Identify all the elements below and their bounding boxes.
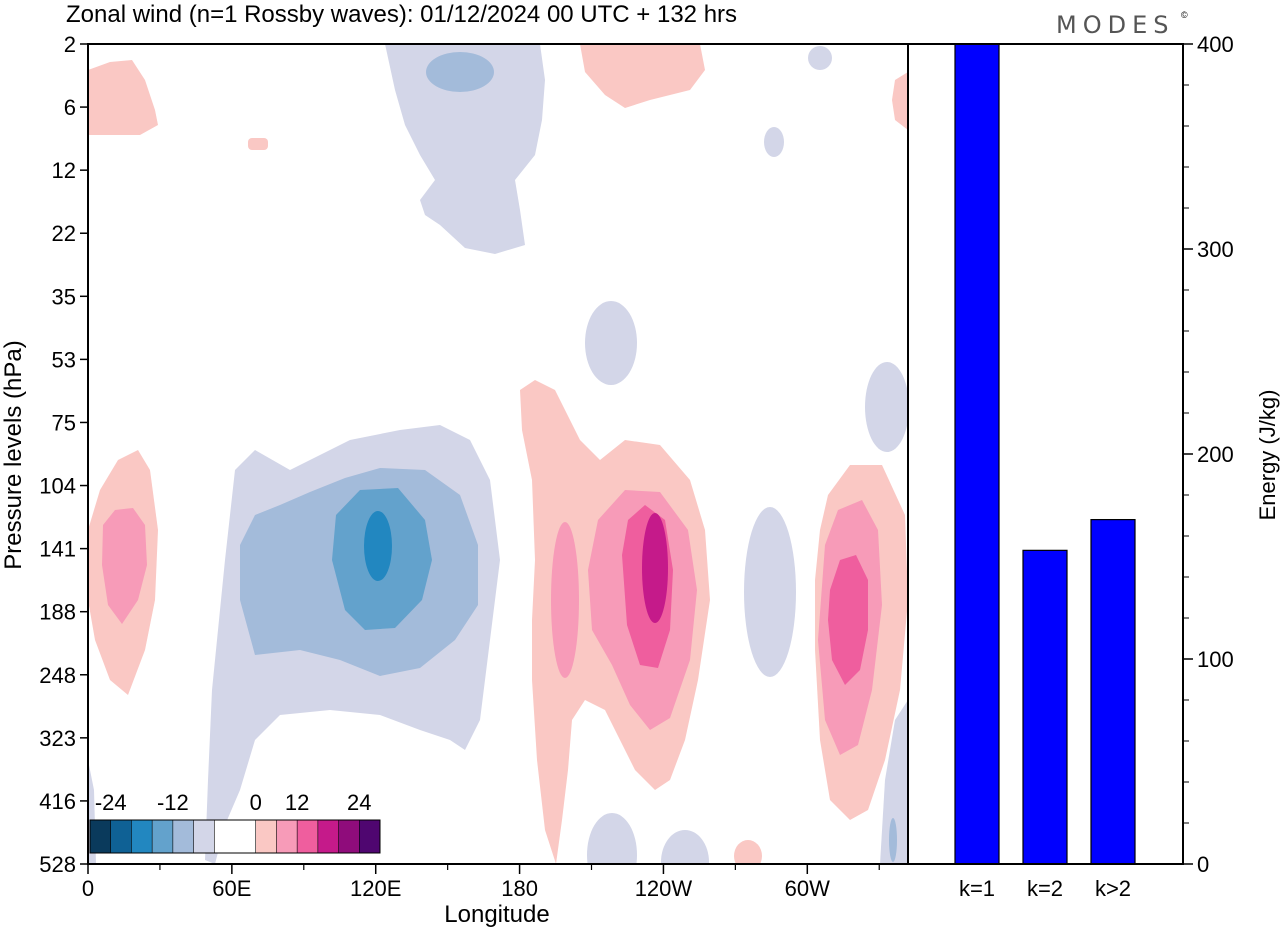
colorbar-swatch-12: [338, 820, 360, 853]
energy-axis-label: Energy (J/kg): [1255, 390, 1280, 521]
x-tick-label-2: 120E: [350, 876, 401, 901]
x-tick-label-1: 60E: [212, 876, 251, 901]
y-tick-label-11: 323: [39, 726, 76, 751]
energy-bars: k=1 k=2 k>2: [954, 43, 1136, 901]
x-tick-label-0: 0: [82, 876, 94, 901]
colorbar-swatch-8: [255, 820, 277, 853]
energy-axes: 0 100 200 300 400: [1183, 32, 1234, 877]
colorbar-swatch-10: [297, 820, 318, 853]
bar-1: [1022, 549, 1068, 865]
x-tick-label-5: 60W: [785, 876, 830, 901]
y-tick-label-3: 22: [52, 221, 76, 246]
colorbar: -24 -12 0 12 24: [89, 790, 381, 854]
y-tick-label-5: 53: [52, 347, 76, 372]
y-tick-label-12: 416: [39, 789, 76, 814]
y-tick-label-9: 188: [39, 600, 76, 625]
energy-tick-label-2: 200: [1197, 442, 1234, 467]
bar-category-label-0: k=1: [959, 876, 995, 901]
colorbar-swatch-5: [193, 820, 215, 853]
x-tick-label-4: 120W: [635, 876, 693, 901]
colorbar-swatch-4: [172, 820, 194, 853]
colorbar-swatch-7: [235, 820, 256, 853]
x-tick-label-3: 180: [501, 876, 538, 901]
colorbar-swatch-9: [276, 820, 298, 853]
y-tick-label-2: 12: [52, 158, 76, 183]
colorbar-swatch-11: [317, 820, 339, 853]
y-tick-label-10: 248: [39, 663, 76, 688]
bar-panel-frame: [907, 43, 1184, 865]
energy-tick-label-0: 0: [1197, 852, 1209, 877]
colorbar-swatch-6: [214, 820, 235, 853]
modes-logo-mark: ©: [1181, 10, 1188, 20]
colorbar-label-0: -24: [95, 790, 127, 815]
bar-category-label-2: k>2: [1095, 876, 1131, 901]
modes-logo: MODES: [1056, 11, 1174, 39]
y-tick-label-13: 528: [39, 852, 76, 877]
colorbar-frame: [89, 819, 381, 854]
bar-0: [954, 43, 1000, 865]
bar-2: [1090, 518, 1136, 865]
colorbar-swatch-1: [110, 820, 132, 853]
x-axis-label: Longitude: [444, 901, 549, 928]
colorbar-label-2: 0: [250, 790, 262, 815]
y-tick-label-6: 75: [52, 410, 76, 435]
y-tick-label-4: 35: [52, 284, 76, 309]
bar-category-label-1: k=2: [1027, 876, 1063, 901]
chart-title: Zonal wind (n=1 Rossby waves): 01/12/202…: [66, 1, 737, 28]
energy-tick-label-3: 300: [1197, 237, 1234, 262]
y-tick-label-8: 141: [39, 537, 76, 562]
energy-tick-label-1: 100: [1197, 647, 1234, 672]
wind-contour-field: [88, 44, 908, 864]
energy-tick-label-4: 400: [1197, 32, 1234, 57]
y-tick-label-0: 2: [64, 32, 76, 57]
colorbar-swatch-2: [131, 820, 153, 853]
colorbar-label-1: -12: [157, 790, 189, 815]
heatmap-axes: 0 60E 120E 180 120W 60W 2 6 12 22 35 53 75 104 141 188 2…: [39, 32, 880, 901]
y-axis-label: Pressure levels (hPa): [0, 340, 27, 569]
colorbar-swatch-0: [90, 820, 111, 853]
y-tick-label-7: 104: [39, 474, 76, 499]
colorbar-swatch-13: [359, 820, 380, 853]
colorbar-swatch-3: [152, 820, 173, 853]
y-tick-label-1: 6: [64, 95, 76, 120]
colorbar-label-3: 12: [285, 790, 309, 815]
colorbar-label-4: 24: [347, 790, 371, 815]
